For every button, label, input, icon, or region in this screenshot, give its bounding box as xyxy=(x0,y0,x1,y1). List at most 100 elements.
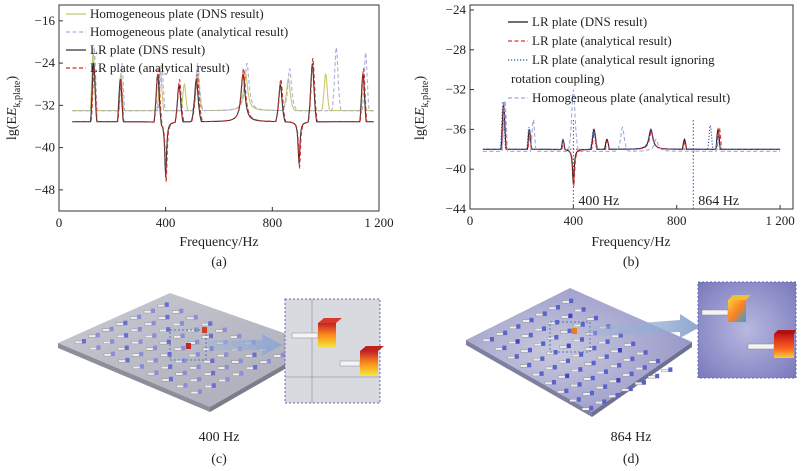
chart-a-ytick-label: −48 xyxy=(35,182,55,197)
resonator-mass xyxy=(569,298,574,304)
resonator-beam xyxy=(495,332,504,336)
resonator-beam xyxy=(520,349,529,353)
resonator-beam xyxy=(561,300,570,304)
resonator-beam xyxy=(581,407,590,411)
resonator-beam xyxy=(635,366,644,370)
resonator-beam xyxy=(245,354,253,358)
resonator-mass xyxy=(123,320,128,326)
chart-b-annotations: 400 Hz 864 Hz xyxy=(572,120,739,209)
chart-b-series-0 xyxy=(482,104,781,185)
resonator-beam xyxy=(147,372,155,376)
resonator-mass xyxy=(168,364,173,369)
resonator-beam xyxy=(161,366,169,370)
resonator-c-red-1 xyxy=(186,343,191,349)
resonator-mass xyxy=(166,339,171,345)
resonator-beam xyxy=(572,338,581,342)
resonator-beam xyxy=(595,386,604,390)
resonator-mass xyxy=(224,352,229,357)
resonator-mass xyxy=(529,317,534,323)
resonator-mass xyxy=(124,333,129,338)
resonator-beam xyxy=(145,335,153,338)
chart-a-ytick-label: −24 xyxy=(35,55,56,70)
resonator-beam xyxy=(174,360,183,364)
chart-a-series-1 xyxy=(72,47,374,112)
zoom-c-cube-2-top xyxy=(360,346,384,351)
resonator-mass xyxy=(110,339,115,344)
resonator-beam xyxy=(201,335,210,339)
resonator-beam xyxy=(661,369,669,373)
resonator-mass xyxy=(267,358,271,364)
resonator-beam xyxy=(573,324,582,327)
resonator-beam xyxy=(172,322,181,326)
resonator-mass xyxy=(140,364,144,369)
resonator-beam xyxy=(216,354,225,358)
resonator-d-hot xyxy=(572,328,577,334)
resonator-mass xyxy=(96,345,101,350)
resonator-mass xyxy=(124,345,129,350)
resonator-mass xyxy=(138,339,143,344)
resonator-mass xyxy=(618,348,622,353)
resonator-mass xyxy=(590,390,594,396)
panel-d-plate-render: 864 Hz (d) xyxy=(466,281,797,467)
resonator-mass xyxy=(542,311,547,316)
resonator-beam xyxy=(569,398,578,402)
chart-a-sublabel: (a) xyxy=(211,255,227,270)
chart-b-xtick-label: 400 xyxy=(564,213,584,228)
resonator-beam xyxy=(158,329,167,332)
resonator-mass xyxy=(111,351,115,357)
resonator-beam xyxy=(545,366,554,370)
resonator-mass xyxy=(253,365,258,370)
resonator-mass xyxy=(565,373,570,379)
resonator-beam xyxy=(259,360,268,364)
resonator-mass xyxy=(642,380,646,385)
resonator-mass xyxy=(577,382,582,387)
resonator-beam xyxy=(161,378,170,382)
resonator-mass xyxy=(542,326,546,331)
resonator-mass xyxy=(528,332,533,338)
resonator-beam xyxy=(647,375,656,379)
resonator-mass xyxy=(209,333,213,339)
svg-text:lg(EEk,plate): lg(EEk,plate) xyxy=(5,76,23,141)
resonator-beam xyxy=(159,341,168,345)
resonator-mass xyxy=(153,345,158,351)
zoom-arrow-d xyxy=(588,314,700,338)
chart-b-legend-label: LR plate (DNS result) xyxy=(532,14,647,29)
chart-b-ytick-label: −40 xyxy=(446,161,466,176)
resonator-beam xyxy=(190,378,198,382)
chart-b-legend-label: LR plate (analytical result ignoring xyxy=(532,52,715,67)
chart-b-annotation-label: 400 Hz xyxy=(578,194,619,209)
chart-b-xtick-label: 800 xyxy=(667,213,687,228)
resonator-beam xyxy=(188,353,197,357)
resonator-beam xyxy=(146,359,155,363)
resonator-beam xyxy=(88,334,97,338)
resonator-mass xyxy=(224,364,229,370)
resonator-beam xyxy=(273,354,281,358)
zoom-arrow-c xyxy=(208,334,282,356)
resonator-beam xyxy=(534,328,543,332)
resonator-mass xyxy=(515,339,520,344)
resonator-beam xyxy=(144,322,152,326)
resonator-mass xyxy=(580,322,585,327)
resonator-beam xyxy=(132,353,140,357)
resonator-beam xyxy=(610,349,619,353)
resonator-beam xyxy=(482,338,491,342)
resonator-beam xyxy=(509,326,517,329)
resonator-mass xyxy=(592,345,597,351)
resonator-mass xyxy=(151,320,156,326)
chart-b-frame xyxy=(469,4,794,210)
resonator-beam xyxy=(623,343,632,347)
resonator-mass xyxy=(125,357,130,363)
plate-d-side2 xyxy=(592,342,692,417)
resonator-mass xyxy=(167,352,172,357)
resonator-beam xyxy=(521,334,530,338)
resonator-beam xyxy=(582,392,591,396)
chart-b-series-2 xyxy=(482,101,781,150)
resonator-mass xyxy=(556,305,560,310)
resonator-beam xyxy=(648,360,657,364)
resonator-mass xyxy=(514,354,519,359)
chart-b-sublabel: (b) xyxy=(623,255,640,270)
plate-c-highlight xyxy=(169,329,207,361)
resonator-mass xyxy=(239,371,244,376)
resonator-mass xyxy=(589,405,594,411)
resonator-beam xyxy=(622,373,630,377)
